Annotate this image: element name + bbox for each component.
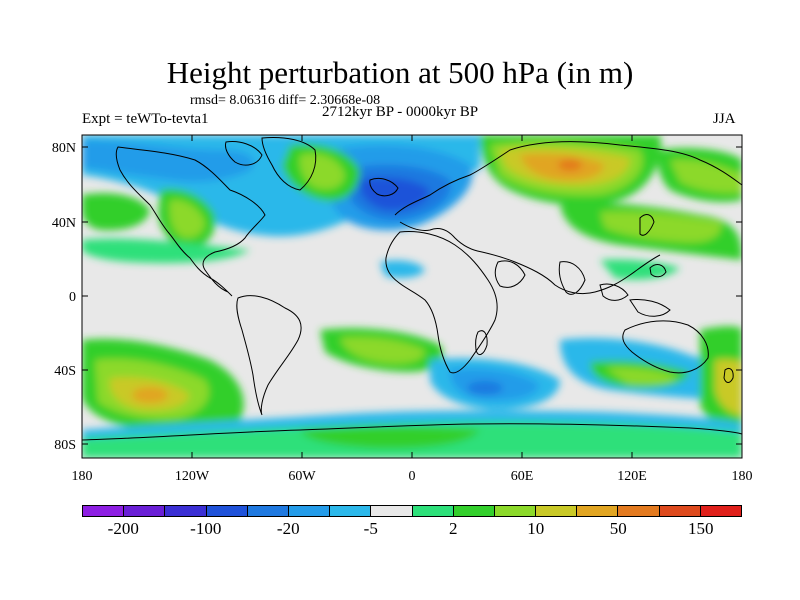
- colorbar-segment: [288, 506, 331, 516]
- colorbar-label: 50: [609, 519, 627, 538]
- height-field: [82, 135, 742, 458]
- colorbar-segment: [494, 506, 537, 516]
- colorbar-segment: [577, 506, 619, 516]
- colorbar-segment: [124, 506, 166, 516]
- tick-marks: [81, 135, 743, 458]
- lat-label-80s: 80S: [54, 438, 76, 453]
- lat-label-80n: 80N: [52, 141, 76, 156]
- colorbar-label: 10: [527, 519, 545, 538]
- period-label: 2712kyr BP - 0000kyr BP: [322, 104, 479, 120]
- colorbar-segment: [618, 506, 660, 516]
- lon-label-0: 0: [409, 469, 416, 484]
- coastlines: [82, 137, 742, 441]
- lat-label-0: 0: [69, 290, 76, 305]
- lon-label-120w: 120W: [175, 469, 210, 484]
- colorbar-label: -5: [363, 519, 378, 538]
- colorbar-segment: [700, 506, 741, 516]
- plot-title: Height perturbation at 500 hPa (in m): [166, 55, 634, 90]
- lat-label-40n: 40N: [52, 216, 76, 231]
- lon-label-60e: 60E: [511, 469, 534, 484]
- lon-label-120e: 120E: [617, 469, 647, 484]
- colorbar-label: 150: [688, 519, 714, 538]
- colorbar-segment: [453, 506, 495, 516]
- colorbar-label: -20: [276, 519, 300, 538]
- colorbar-segment: [536, 506, 578, 516]
- lat-label-40s: 40S: [54, 364, 76, 379]
- experiment-label: Expt = teWTo-tevta1: [82, 111, 209, 127]
- colorbar-segment: [412, 506, 454, 516]
- lon-label-180w: 180: [72, 469, 93, 484]
- colorbar-label: -200: [107, 519, 139, 538]
- lon-label-60w: 60W: [288, 469, 316, 484]
- stats-line: rmsd= 8.06316 diff= 2.30668e-08: [190, 93, 381, 108]
- colorbar-segment: [247, 506, 289, 516]
- colorbar-segment: [659, 506, 701, 516]
- season-label: JJA: [713, 111, 736, 127]
- lon-label-180e: 180: [732, 469, 753, 484]
- colorbar-segment: [206, 506, 248, 516]
- colorbar-segment: [165, 506, 207, 516]
- colorbar-label: 2: [449, 519, 458, 538]
- colorbar: [82, 505, 742, 517]
- colorbar-segment: [83, 506, 125, 516]
- colorbar-label: -100: [190, 519, 222, 538]
- colorbar-segment: [371, 506, 413, 516]
- colorbar-segment: [330, 506, 372, 516]
